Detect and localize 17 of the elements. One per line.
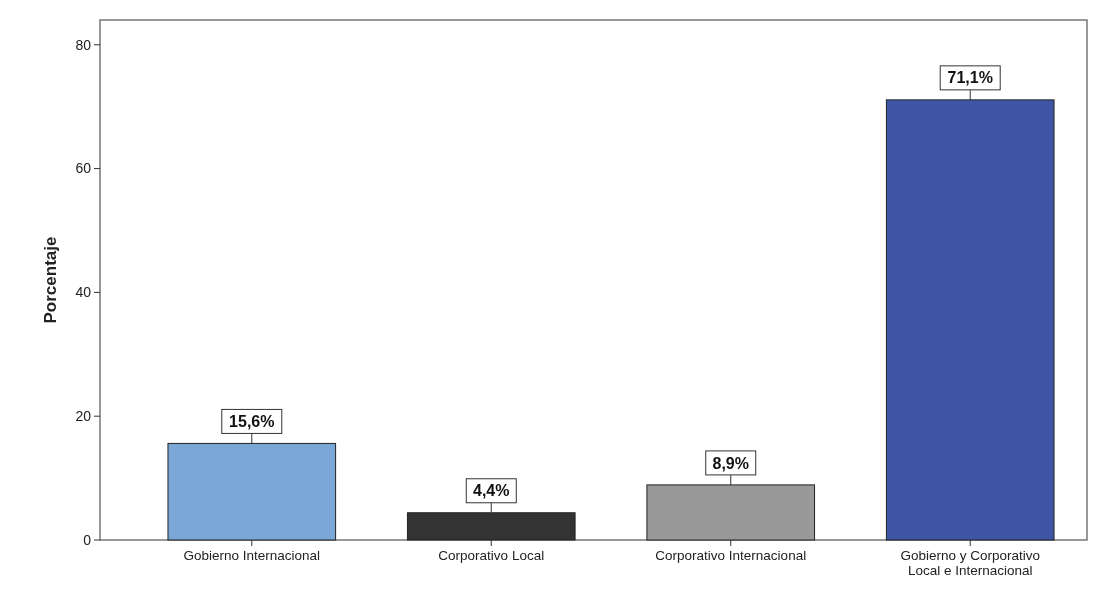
data-label: 71,1% <box>947 69 993 87</box>
y-tick-label: 0 <box>83 531 92 548</box>
x-tick-label: Corporativo Local <box>438 548 545 563</box>
x-tick-label: Corporativo Internacional <box>655 548 807 563</box>
bar <box>167 442 337 541</box>
data-label: 4,4% <box>473 482 510 500</box>
bar <box>885 99 1055 541</box>
x-tick-label: Gobierno y Corporativo Local e Internacional <box>900 548 1040 578</box>
bar <box>646 484 816 541</box>
y-axis-title: Porcentaje <box>41 236 60 324</box>
y-tick-label: 40 <box>75 284 92 301</box>
data-label: 15,6% <box>229 413 275 431</box>
y-tick-label: 80 <box>75 36 92 53</box>
x-tick-label: Gobierno Internacional <box>183 548 321 563</box>
data-label: 8,9% <box>712 454 749 472</box>
y-tick-label: 20 <box>75 408 92 425</box>
y-tick-label: 60 <box>75 160 92 177</box>
